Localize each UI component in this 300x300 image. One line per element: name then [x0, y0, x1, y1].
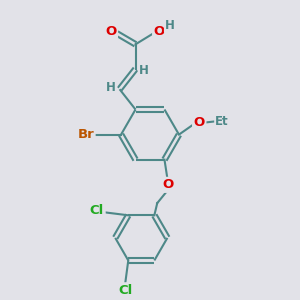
Text: Cl: Cl — [90, 204, 104, 218]
Text: Cl: Cl — [118, 284, 133, 297]
Text: Et: Et — [215, 115, 229, 128]
Text: H: H — [139, 64, 149, 77]
Text: O: O — [194, 116, 205, 129]
Text: O: O — [162, 178, 174, 191]
Text: O: O — [154, 25, 165, 38]
Text: O: O — [105, 26, 116, 38]
Text: Br: Br — [77, 128, 94, 141]
Text: H: H — [165, 19, 175, 32]
Text: H: H — [106, 81, 116, 94]
